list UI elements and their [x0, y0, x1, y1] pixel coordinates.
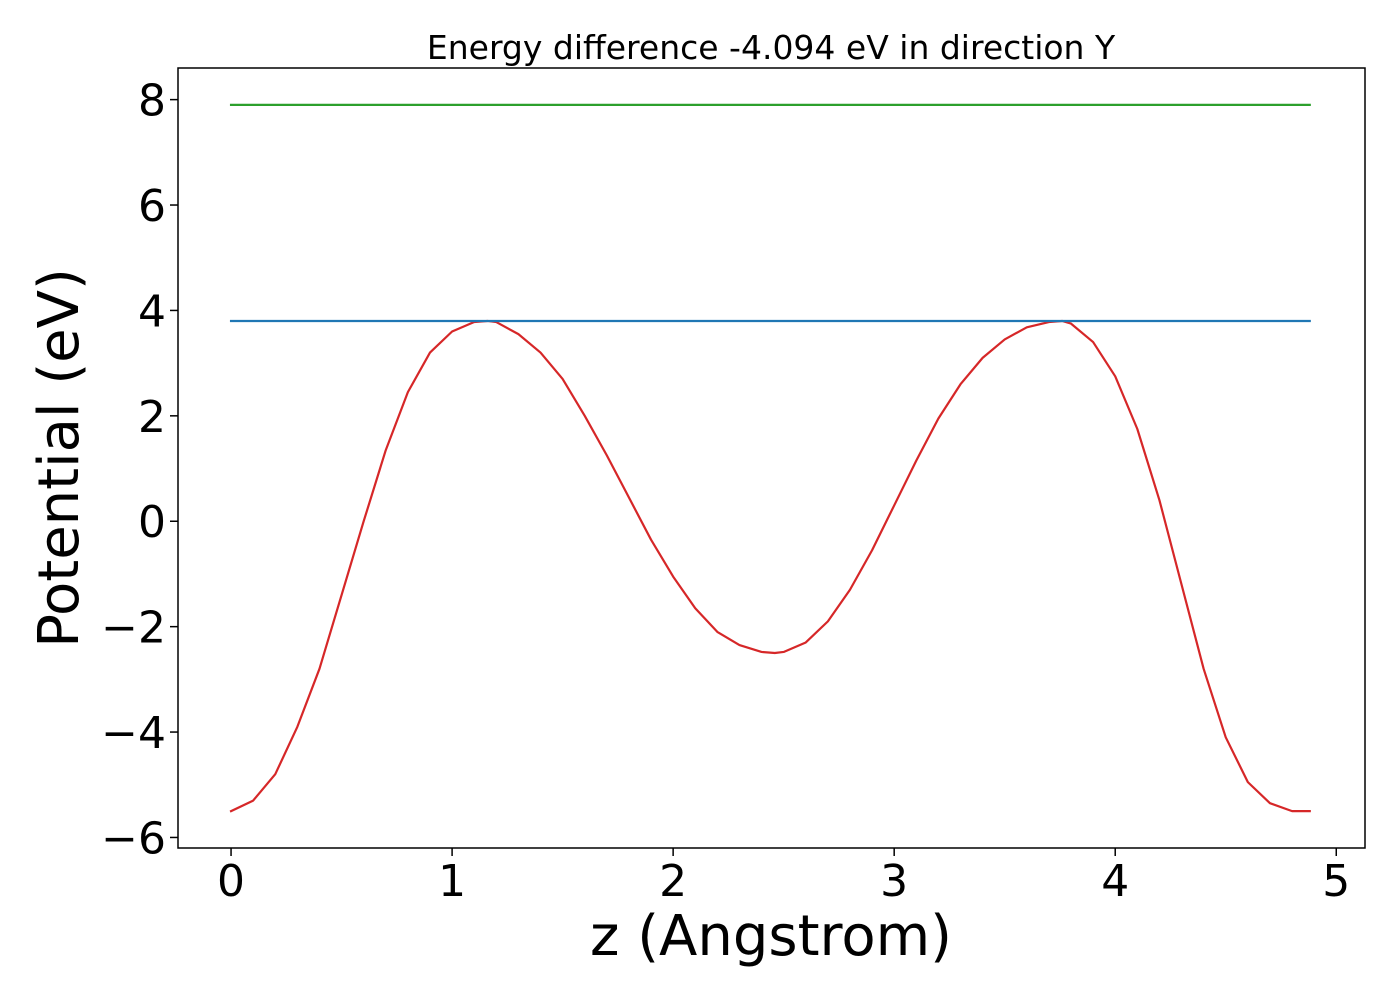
series-layer	[229, 103, 1311, 813]
x-axis-label: z (Angstrom)	[590, 904, 952, 969]
x-tick-label: 3	[880, 856, 908, 907]
x-tick-label: 0	[217, 856, 245, 907]
y-tick-label: 8	[138, 76, 166, 127]
y-axis-label: Potential (eV)	[27, 268, 92, 648]
plot-area-frame	[177, 67, 1366, 849]
x-tick-label: 5	[1322, 856, 1350, 907]
x-tick-label: 2	[659, 856, 687, 907]
y-tick-label: −2	[101, 603, 166, 654]
x-tick-label: 4	[1101, 856, 1129, 907]
y-tick-label: 0	[138, 497, 166, 548]
series-line-0	[229, 319, 1311, 813]
y-axis: −6 −4 −2 0 2 4 6 8	[101, 76, 178, 864]
y-tick-label: −4	[101, 708, 166, 759]
y-tick-label: 6	[138, 181, 166, 232]
chart-title: Energy difference -4.094 eV in direction…	[427, 28, 1116, 67]
x-axis: 0 1 2 3 4 5	[217, 848, 1350, 907]
y-tick-label: 4	[138, 286, 166, 337]
y-tick-label: 2	[138, 392, 166, 443]
y-tick-label: −6	[101, 813, 166, 864]
x-tick-label: 1	[438, 856, 466, 907]
